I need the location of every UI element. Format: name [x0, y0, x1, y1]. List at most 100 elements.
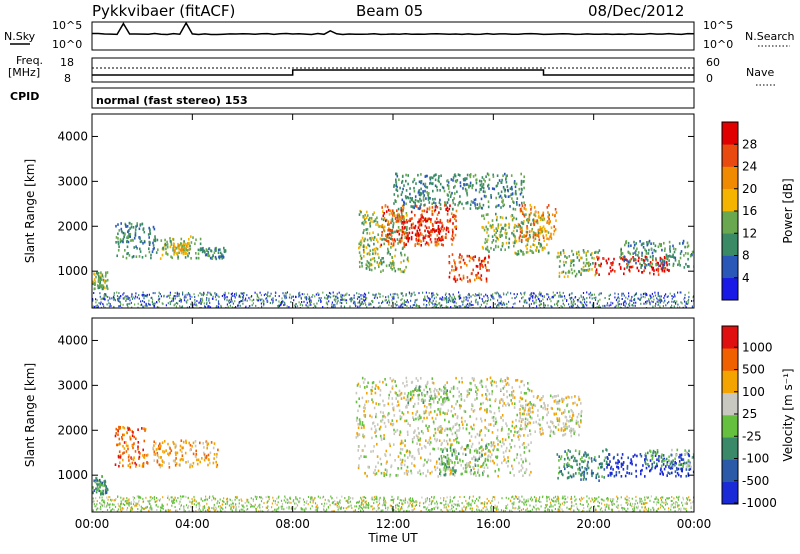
power-region-5-cell [382, 218, 385, 222]
power-region-14-cell [680, 250, 683, 253]
ground-scatter-cell [466, 296, 468, 299]
power-region-10-cell [491, 235, 494, 238]
power-region-10-cell [512, 229, 515, 233]
power-region-12-cell [556, 255, 559, 259]
ground-scatter-cell [349, 305, 351, 308]
ground-scatter-cell [625, 296, 627, 299]
power-region-11-cell [547, 211, 549, 214]
ground-scatter-cell [358, 296, 360, 299]
power-region-11-cell [525, 208, 527, 211]
ground-scatter-cell [659, 297, 661, 300]
power-region-11-cell [519, 207, 522, 211]
ground-scatter-cell [289, 501, 291, 504]
ground-scatter-cell [340, 295, 342, 298]
nave-tick-top: 60 [706, 56, 720, 69]
power-region-13-cell [662, 263, 664, 267]
ground-scatter-cell [429, 300, 431, 303]
ground-scatter-cell [396, 304, 398, 306]
ground-scatter-cell [246, 299, 248, 302]
ground-scatter-cell [431, 500, 433, 503]
power-region-9-cell [396, 189, 399, 192]
power-region-12-cell [559, 259, 561, 263]
power-region-2-cell [169, 245, 172, 249]
ground-scatter-cell [625, 509, 627, 512]
ground-scatter-cell [567, 496, 569, 499]
ground-scatter-cell [501, 304, 503, 307]
ground-scatter-cell [96, 299, 98, 302]
power-region-14-cell [648, 263, 651, 266]
ground-scatter-cell [254, 291, 256, 294]
power-ytick-label: 1000 [57, 264, 88, 278]
ground-scatter-cell [439, 302, 441, 304]
ground-scatter-cell [125, 500, 127, 503]
nave-tick-bottom: 0 [706, 72, 713, 85]
power-region-6-cell [387, 208, 390, 212]
ground-scatter-cell [573, 504, 575, 507]
ground-scatter-cell [544, 304, 546, 307]
ground-scatter-cell [347, 501, 349, 504]
ground-scatter-cell [255, 498, 257, 500]
power-region-4-cell [200, 247, 203, 250]
power-region-6-cell [423, 204, 425, 207]
ground-scatter-cell [670, 500, 672, 502]
power-region-12-cell [589, 263, 592, 266]
ground-scatter-cell [260, 500, 263, 503]
ground-scatter-cell [246, 294, 248, 297]
power-region-0-cell [98, 286, 101, 289]
ground-scatter-cell [576, 299, 579, 301]
ground-scatter-cell [173, 304, 175, 307]
ground-scatter-cell [278, 300, 280, 303]
ground-scatter-cell [107, 503, 109, 506]
ground-scatter-cell [222, 500, 224, 503]
power-region-13-cell [595, 270, 597, 273]
ground-scatter-cell [142, 500, 145, 503]
ground-scatter-cell [498, 296, 500, 299]
ground-scatter-cell [145, 303, 147, 306]
ground-scatter-cell [586, 297, 588, 300]
ground-scatter-cell [261, 298, 263, 301]
power-region-14-cell [672, 253, 674, 257]
ground-scatter-cell [150, 296, 152, 299]
power-region-6-cell [392, 211, 395, 215]
ground-scatter-cell [295, 496, 297, 499]
ground-scatter-cell [322, 495, 325, 498]
power-region-9-cell [443, 189, 446, 193]
ground-scatter-cell [345, 302, 348, 304]
power-region-5-cell [379, 261, 381, 265]
ground-scatter-cell [279, 305, 281, 308]
power-region-5-cell [405, 212, 408, 215]
power-region-7-cell [425, 220, 427, 223]
ground-scatter-cell [572, 305, 574, 308]
ground-scatter-cell [142, 497, 144, 500]
ground-scatter-cell [191, 295, 193, 298]
power-region-6-cell [387, 220, 390, 223]
power-region-14-cell [637, 251, 640, 254]
ground-scatter-cell [544, 506, 546, 509]
ground-scatter-cell [122, 293, 124, 296]
ground-scatter-cell [149, 496, 151, 499]
power-region-7-cell [415, 239, 418, 242]
ground-scatter-cell [501, 497, 503, 500]
power-region-9-cell [459, 174, 461, 177]
power-region-9-cell [417, 173, 419, 177]
ground-scatter-cell [607, 498, 609, 501]
ground-scatter-cell [625, 302, 627, 305]
power-region-5-cell [388, 213, 391, 216]
ground-scatter-cell [277, 305, 279, 308]
power-region-9-cell [434, 205, 437, 209]
power-region-10-cell [498, 234, 501, 237]
ground-scatter-cell [559, 291, 561, 294]
ground-scatter-cell [176, 509, 178, 512]
ground-scatter-cell [232, 502, 234, 505]
ground-scatter-cell [652, 506, 654, 509]
power-region-0-cell [93, 278, 96, 281]
ground-scatter-cell [610, 508, 613, 511]
power-region-5-cell [370, 263, 372, 266]
power-region-6-cell [452, 213, 455, 217]
ground-scatter-cell [272, 509, 274, 512]
ground-scatter-cell [408, 498, 410, 501]
power-region-6-cell [412, 226, 415, 229]
power-region-6-cell [389, 209, 391, 213]
ground-scatter-cell [159, 498, 161, 501]
power-region-5-cell [362, 220, 364, 224]
